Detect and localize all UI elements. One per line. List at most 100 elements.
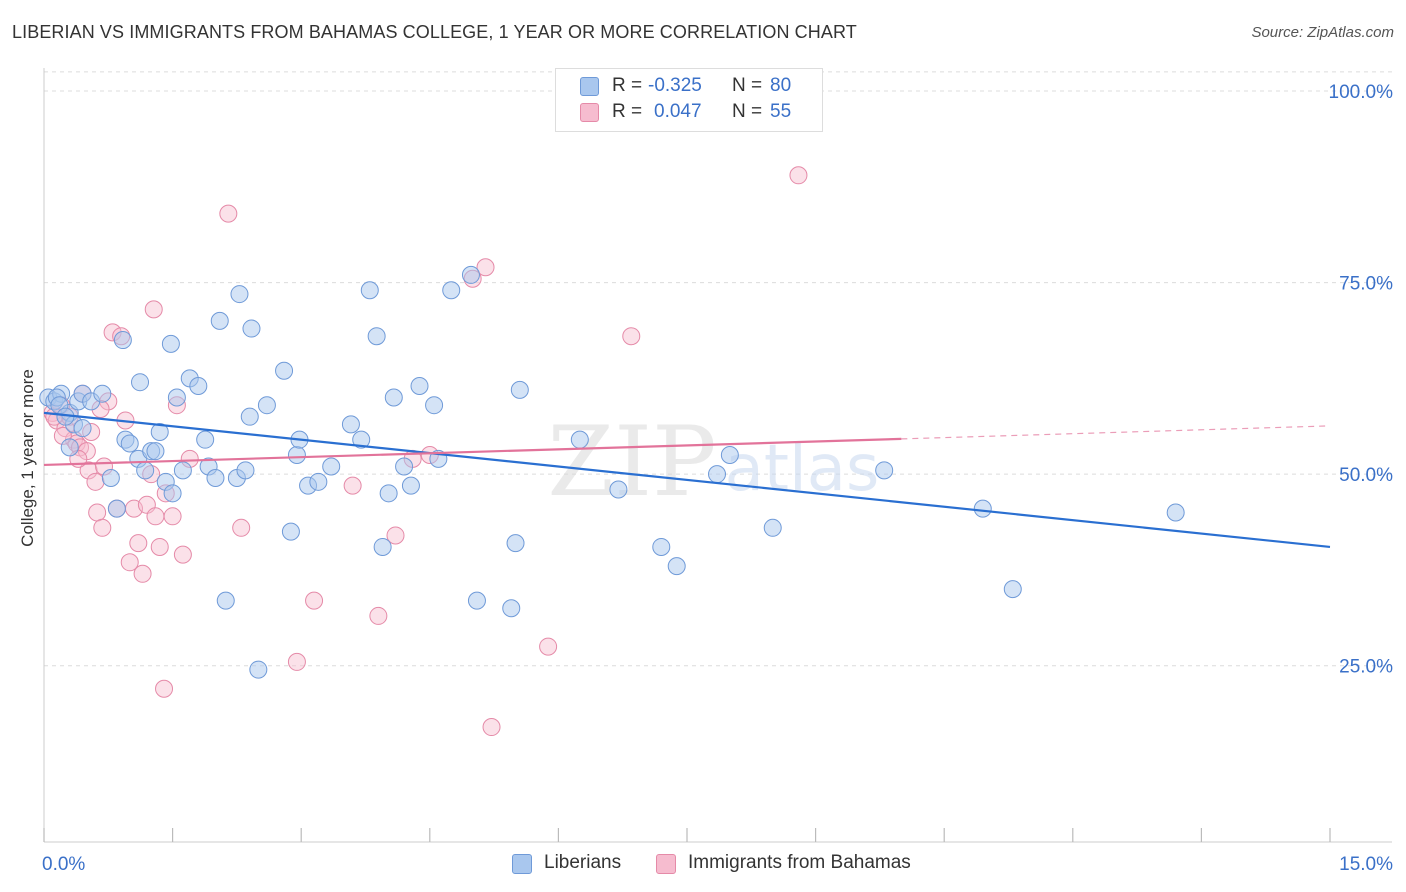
liberian-point — [146, 442, 165, 461]
liberian-point — [322, 457, 341, 476]
y-axis-label: College, 1 year or more — [18, 369, 37, 547]
series-liberians-points — [39, 265, 1185, 679]
bahamas-point — [305, 591, 324, 610]
bahamas-point — [146, 507, 165, 526]
liberian-point — [395, 457, 414, 476]
liberian-point — [161, 334, 180, 353]
liberian-point — [150, 423, 169, 442]
liberian-point — [240, 407, 259, 426]
y-tick-label: 75.0% — [1339, 274, 1393, 295]
liberians-n-label: N = — [732, 75, 763, 96]
legend-bahamas-label: Immigrants from Bahamas — [688, 852, 911, 873]
liberian-point — [257, 396, 276, 415]
watermark-zip: ZIP — [547, 406, 716, 518]
liberian-point — [384, 388, 403, 407]
bahamas-point — [482, 718, 501, 737]
bahamas-point — [539, 637, 558, 656]
liberian-point — [163, 484, 182, 503]
y-tick-label: 25.0% — [1339, 657, 1393, 678]
liberian-point — [196, 430, 215, 449]
liberian-point — [167, 388, 186, 407]
bahamas-point — [88, 503, 107, 522]
legend-liberians-swatch — [512, 854, 532, 874]
liberian-point — [230, 285, 249, 304]
liberian-point — [131, 373, 150, 392]
bahamas-point — [86, 472, 105, 491]
bahamas-trend-line — [43, 437, 902, 467]
tick-labels: 100.0% 75.0% 50.0% 25.0% 0.0% 15.0% — [42, 82, 1393, 875]
axes — [43, 68, 1392, 843]
liberian-point — [206, 468, 225, 487]
liberian-point — [287, 446, 306, 464]
liberian-point — [379, 484, 398, 503]
liberians-n-value: 80 — [770, 75, 792, 96]
liberian-point — [367, 327, 386, 346]
liberian-point — [1166, 503, 1185, 522]
bahamas-n-label: N = — [732, 101, 763, 122]
liberian-point — [275, 361, 294, 380]
liberians-r-label: R = — [612, 75, 643, 96]
bahamas-point — [219, 204, 238, 223]
liberian-point — [720, 446, 739, 464]
chart-source: Source: ZipAtlas.com — [1251, 24, 1394, 41]
liberian-point — [189, 377, 208, 396]
liberian-point — [875, 461, 894, 480]
liberian-point — [352, 430, 371, 449]
liberian-point — [1003, 580, 1022, 599]
watermark: ZIP atlas — [547, 406, 879, 518]
liberian-point — [652, 537, 671, 556]
liberian-point — [73, 419, 92, 438]
liberian-point — [461, 265, 480, 284]
liberian-point — [373, 537, 392, 556]
trend-lines — [43, 411, 1331, 549]
liberian-point — [242, 319, 261, 338]
liberian-point — [249, 660, 268, 679]
x-tick-label: 0.0% — [42, 854, 85, 875]
liberian-point — [442, 281, 461, 300]
liberian-point — [341, 415, 360, 434]
liberian-point — [667, 557, 686, 576]
liberian-point — [506, 534, 525, 553]
bahamas-point — [343, 476, 362, 495]
stats-legend: R = -0.325 N = 80 R = 0.047 N = 55 — [555, 68, 823, 132]
bahamas-trend-line-extension — [901, 425, 1331, 440]
bahamas-r-label: R = — [612, 101, 643, 122]
bahamas-point — [129, 534, 148, 553]
liberian-point — [93, 384, 112, 403]
bahamas-point — [150, 537, 169, 556]
liberian-point — [210, 311, 229, 330]
legend-liberians-label: Liberians — [544, 852, 622, 873]
bahamas-point — [386, 526, 405, 545]
bahamas-point — [232, 518, 251, 537]
liberian-point — [973, 499, 992, 518]
liberian-point — [173, 461, 192, 480]
liberian-point — [136, 461, 155, 480]
liberians-trend-line — [43, 411, 1331, 549]
liberian-point — [502, 599, 521, 618]
bahamas-point — [287, 652, 306, 671]
bahamas-point — [369, 606, 388, 625]
liberian-point — [236, 461, 255, 480]
bahamas-point — [173, 545, 192, 564]
grid-lines — [44, 71, 1392, 667]
y-tick-label: 50.0% — [1339, 465, 1393, 486]
liberian-point — [763, 518, 782, 537]
liberian-point — [113, 331, 132, 350]
liberians-r-value: -0.325 — [648, 75, 702, 96]
y-tick-label: 100.0% — [1329, 82, 1394, 103]
liberian-point — [510, 380, 529, 399]
bahamas-point — [93, 518, 112, 537]
liberian-point — [410, 377, 429, 396]
liberian-point — [120, 434, 139, 453]
bahamas-point — [79, 461, 98, 480]
liberian-point — [281, 522, 300, 541]
bahamas-point — [155, 679, 174, 698]
bahamas-point — [476, 258, 495, 277]
x-tick-label: 15.0% — [1339, 854, 1393, 875]
bahamas-swatch — [580, 103, 599, 122]
liberians-swatch — [580, 77, 599, 96]
liberian-point — [708, 465, 727, 484]
bahamas-point — [789, 166, 808, 185]
liberian-point — [60, 438, 79, 457]
